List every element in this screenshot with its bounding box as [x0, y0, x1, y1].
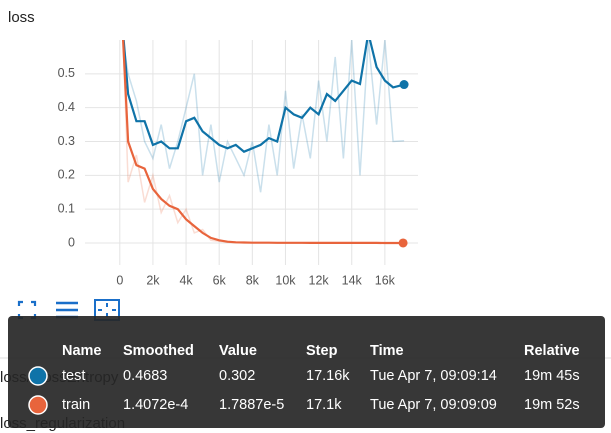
list-icon[interactable]	[56, 301, 78, 319]
y-tick-label: 0.1	[58, 201, 75, 215]
x-tick-label: 0	[116, 273, 123, 287]
fit-icon[interactable]	[17, 300, 37, 320]
y-tick-label: 0.4	[58, 100, 75, 114]
tooltip-cell: 17.16k	[306, 368, 350, 384]
tooltip-cell: test	[62, 368, 85, 384]
tooltip-cell: 1.4072e-4	[123, 397, 188, 413]
tooltip-header: Time	[370, 343, 404, 359]
plot-area	[122, 40, 409, 248]
tooltip: Name Smoothed Value Step Time Relative test 0.4…	[8, 316, 605, 428]
tooltip-header: Smoothed	[123, 343, 194, 359]
tooltip-cell: Tue Apr 7, 09:09:09	[370, 397, 497, 413]
tooltip-cell: 19m 52s	[524, 397, 580, 413]
tooltip-header: Relative	[524, 343, 580, 359]
x-tick-label: 8k	[246, 273, 260, 287]
grid	[85, 40, 418, 265]
hover-dot	[398, 238, 408, 248]
tooltip-cell: 1.7887e-5	[219, 397, 284, 413]
tooltip-cell: 17.1k	[306, 397, 342, 413]
hover-dot	[399, 80, 409, 90]
y-tick-label: 0.3	[58, 134, 75, 148]
series-swatch	[28, 366, 48, 386]
x-tick-label: 16k	[375, 273, 396, 287]
tooltip-header: Value	[219, 343, 257, 359]
series-swatch	[28, 395, 48, 415]
tooltip-header: Step	[306, 343, 338, 359]
x-tick-label: 10k	[275, 273, 296, 287]
x-tick-label: 14k	[342, 273, 363, 287]
ticks: 0 2k 4k 6k 8k 10k 12k 14k 16k 0 0.1 0.2 0.3 0.4 0.5	[58, 66, 396, 287]
tooltip-cell: train	[62, 397, 90, 413]
x-tick-label: 4k	[179, 273, 193, 287]
tooltip-cell: 0.4683	[123, 368, 167, 384]
tooltip-header: Name	[62, 343, 102, 359]
y-tick-label: 0.2	[58, 168, 75, 182]
y-tick-label: 0	[68, 235, 75, 249]
y-tick-label: 0.5	[58, 66, 75, 80]
x-tick-label: 2k	[146, 273, 160, 287]
tooltip-cell: 0.302	[219, 368, 255, 384]
tooltip-cell: 19m 45s	[524, 368, 580, 384]
smoothed-line	[122, 40, 405, 153]
raw-line	[122, 40, 405, 193]
tooltip-bg	[8, 316, 605, 428]
card-title: loss	[8, 9, 35, 26]
tooltip-cell: Tue Apr 7, 09:09:14	[370, 368, 497, 384]
x-tick-label: 12k	[309, 273, 330, 287]
x-tick-label: 6k	[213, 273, 227, 287]
smoothed-line	[122, 40, 404, 245]
